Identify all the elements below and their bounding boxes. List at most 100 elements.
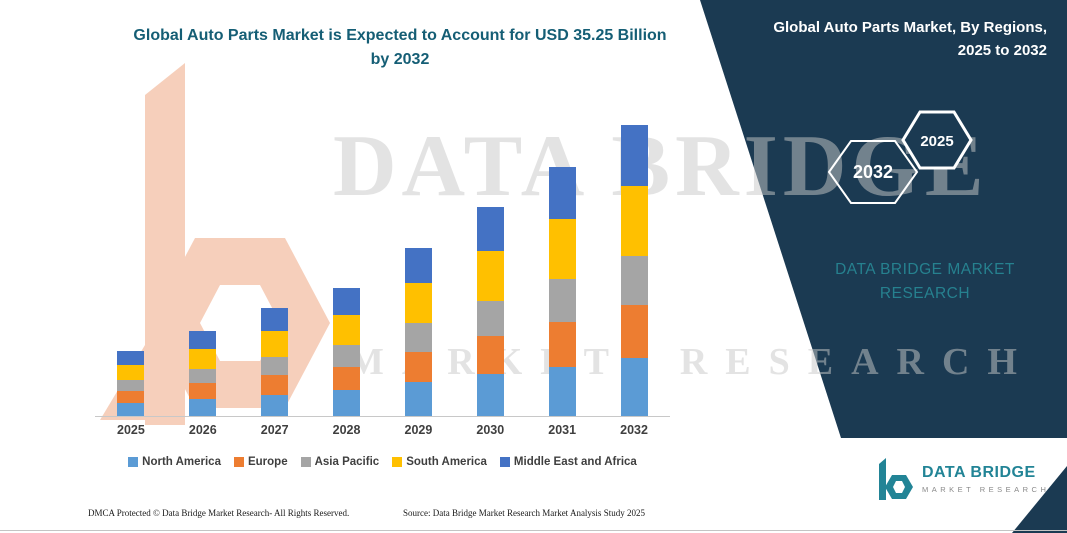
footer-dmca-text: DMCA Protected © Data Bridge Market Rese… [88,508,350,518]
legend-label: Asia Pacific [314,456,380,468]
stacked-bar [476,206,504,416]
x-tick-label: 2026 [188,423,217,437]
bar-segment [548,321,576,367]
bar-segment [333,288,361,315]
bar-segment [261,330,289,357]
logo-subtitle: MARKET RESEARCH [922,485,1050,494]
bar-slot [383,120,455,416]
panel-title: Global Auto Parts Market, By Regions, 20… [717,16,1047,63]
bar-segment [548,166,576,220]
x-tick-label: 2027 [260,423,289,437]
bottom-divider [0,530,1067,531]
logo-texts: DATA BRIDGE MARKET RESEARCH [922,464,1049,494]
bar-slot [526,120,598,416]
bar-slot [311,120,383,416]
x-tick-label: 2031 [548,423,577,437]
panel-title-line2: 2025 to 2032 [957,42,1047,60]
right-panel-shape [700,0,1067,438]
x-tick-label: 2032 [620,423,648,437]
x-axis: 2025 2026 2027 2028 2029 2030 2031 2032 [95,423,670,437]
bar-segment [404,247,432,283]
bar-segment [261,375,289,395]
hexagon-2025-icon [901,110,973,170]
chart-title-line1: Global Auto Parts Market is Expected to … [133,27,667,44]
stacked-bar [333,288,361,416]
stacked-bar [117,350,145,416]
bar-segment [404,323,432,353]
bar-segment [261,394,289,416]
bar-segment [117,402,145,416]
legend-item: Asia Pacific [300,456,380,468]
bar-segment [404,282,432,324]
bar-segment [476,250,504,301]
bar-segment [476,373,504,416]
legend-swatch [499,457,510,467]
bar-segment [404,352,432,383]
x-tick-label: 2029 [404,423,433,437]
legend-label: Middle East and Africa [513,456,637,468]
stacked-bar [548,166,576,416]
stacked-bar [620,125,648,416]
panel-title-line1: Global Auto Parts Market, By Regions, [773,19,1047,36]
legend-label: North America [142,456,221,468]
bar-segment [476,300,504,337]
bar-segment [620,305,648,358]
panel-brand-text: DATA BRIDGE MARKET RESEARCH [775,258,1067,306]
bar-segment [117,364,145,381]
bar-segment [189,331,217,349]
bar-segment [333,345,361,368]
hexagon-2032-icon [827,140,919,204]
bar-segment [189,369,217,384]
bar-segment [189,398,217,416]
plot-area [95,120,670,417]
legend-swatch [128,457,139,467]
stacked-bar [404,247,432,416]
panel-brand-line1: DATA BRIDGE MARKET [835,261,1015,278]
bar-segment [620,125,648,187]
legend-swatch [300,457,311,467]
bar-segment [620,186,648,256]
bar-segment [548,279,576,322]
x-tick-label: 2028 [332,423,361,437]
legend-item: North America [128,456,221,468]
bar-segment [333,314,361,346]
chart-title-line2: by 2032 [370,51,430,68]
bar-segment [548,366,576,416]
footer-source-text: Source: Data Bridge Market Research Mark… [403,508,645,518]
bar-segment [620,255,648,306]
bar-segment [620,357,648,416]
watermark-text: DATA BRIDGE [333,118,989,215]
bar-segment [333,390,361,416]
bar-segment [333,367,361,391]
bar-segment [117,350,145,365]
legend-label: Europe [247,456,288,468]
bar-slot [95,120,167,416]
x-tick-label: 2030 [476,423,505,437]
hexagon-2025-label: 2025 [920,133,953,150]
legend-item: Middle East and Africa [499,456,637,468]
legend-swatch [392,457,403,467]
x-tick-label: 2025 [117,423,145,437]
bar-segment [189,383,217,399]
dbmr-logo-icon [879,458,913,500]
bar-slot [167,120,239,416]
bar-slot [454,120,526,416]
bar-segment [548,219,576,279]
stacked-bar [261,307,289,416]
stacked-bar [189,331,217,416]
bar-segment [261,307,289,331]
legend-swatch [233,457,244,467]
bar-segment [404,382,432,416]
legend-item: South America [392,456,487,468]
panel-brand-line2: RESEARCH [879,285,971,303]
legend-item: Europe [233,456,288,468]
bar-segment [261,356,289,376]
legend: North America Europe Asia Pacific South Ame… [70,456,695,468]
corner-accent [1012,466,1067,533]
bar-slot [239,120,311,416]
year-hexagons: 2032 2025 [827,110,973,204]
bar-slot [598,120,670,416]
logo-name: DATA BRIDGE [922,464,1036,481]
